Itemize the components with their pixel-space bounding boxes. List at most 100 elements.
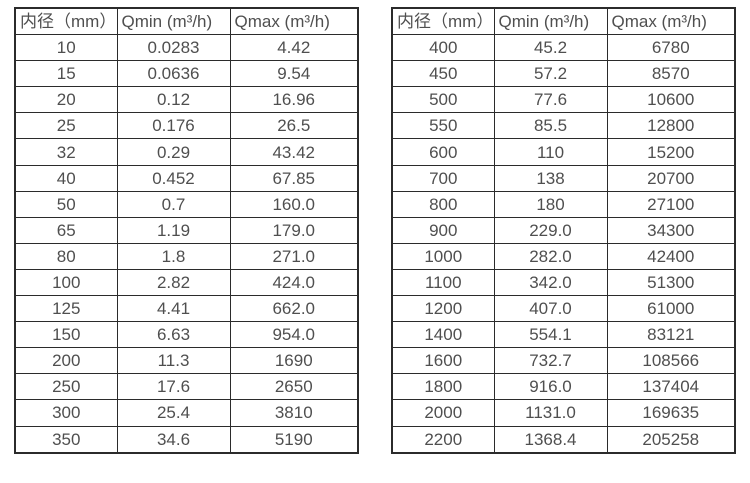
cell-qmin: 77.6 [493,86,608,114]
cell-qmin: 45.2 [493,34,608,62]
cell-qmax: 67.85 [229,164,359,192]
table-row: 900 229.0 34300 [391,216,736,244]
cell-diameter: 1600 [391,347,495,375]
table-row: 1000 282.0 42400 [391,242,736,270]
cell-diameter: 125 [14,295,118,323]
cell-diameter: 450 [391,60,495,88]
table-row: 600 110 15200 [391,138,736,166]
cell-qmax: 61000 [606,295,736,323]
cell-diameter: 700 [391,164,495,192]
cell-qmax: 20700 [606,164,736,192]
cell-qmin: 11.3 [116,347,231,375]
table-row: 1600 732.7 108566 [391,347,736,375]
cell-qmin: 57.2 [493,60,608,88]
header-qmin: Qmin (m³/h) [493,7,608,36]
cell-diameter: 550 [391,112,495,140]
cell-diameter: 250 [14,373,118,401]
table-row: 65 1.19 179.0 [14,216,359,244]
table-header-row: 内径（mm） Qmin (m³/h) Qmax (m³/h) [14,7,359,36]
table-row: 500 77.6 10600 [391,86,736,114]
flow-table-large-diameters: 内径（mm） Qmin (m³/h) Qmax (m³/h) 400 45.2 67… [391,7,736,454]
cell-qmax: 9.54 [229,60,359,88]
cell-qmin: 0.12 [116,86,231,114]
cell-qmax: 424.0 [229,268,359,297]
cell-qmin: 554.1 [493,321,608,349]
cell-qmax: 1690 [229,347,359,375]
cell-diameter: 65 [14,216,118,244]
cell-qmax: 15200 [606,138,736,166]
table-row: 200 11.3 1690 [14,347,359,375]
cell-qmax: 4.42 [229,34,359,62]
cell-qmin: 180 [493,190,608,218]
table-row: 2000 1131.0 169635 [391,399,736,427]
cell-qmax: 8570 [606,60,736,88]
cell-qmax: 12800 [606,112,736,140]
cell-diameter: 25 [14,112,118,140]
cell-qmax: 43.42 [229,138,359,166]
cell-diameter: 32 [14,138,118,166]
table-row: 300 25.4 3810 [14,399,359,427]
table-row: 2200 1368.4 205258 [391,425,736,454]
cell-qmin: 6.63 [116,321,231,349]
cell-diameter: 1200 [391,295,495,323]
cell-qmin: 17.6 [116,373,231,401]
cell-diameter: 80 [14,242,118,270]
cell-qmax: 108566 [606,347,736,375]
cell-diameter: 350 [14,425,118,454]
cell-diameter: 1000 [391,242,495,270]
cell-diameter: 100 [14,268,118,297]
cell-qmin: 1368.4 [493,425,608,454]
table-row: 350 34.6 5190 [14,425,359,454]
table-row: 1200 407.0 61000 [391,295,736,323]
cell-qmin: 34.6 [116,425,231,454]
cell-qmax: 271.0 [229,242,359,270]
cell-diameter: 200 [14,347,118,375]
cell-qmin: 0.29 [116,138,231,166]
table-row: 10 0.0283 4.42 [14,34,359,62]
table-row: 400 45.2 6780 [391,34,736,62]
cell-qmax: 160.0 [229,190,359,218]
cell-qmin: 138 [493,164,608,192]
cell-diameter: 1100 [391,268,495,297]
cell-qmax: 2650 [229,373,359,401]
cell-qmax: 26.5 [229,112,359,140]
cell-qmin: 1.8 [116,242,231,270]
cell-qmin: 25.4 [116,399,231,427]
cell-qmax: 205258 [606,425,736,454]
cell-qmax: 662.0 [229,295,359,323]
cell-qmax: 10600 [606,86,736,114]
cell-qmin: 0.0636 [116,60,231,88]
cell-qmax: 34300 [606,216,736,244]
cell-qmin: 0.0283 [116,34,231,62]
table-row: 1100 342.0 51300 [391,268,736,297]
cell-qmax: 16.96 [229,86,359,114]
table-row: 150 6.63 954.0 [14,321,359,349]
cell-diameter: 900 [391,216,495,244]
header-qmax: Qmax (m³/h) [229,7,359,36]
cell-diameter: 300 [14,399,118,427]
cell-diameter: 10 [14,34,118,62]
cell-qmax: 954.0 [229,321,359,349]
cell-diameter: 150 [14,321,118,349]
cell-diameter: 20 [14,86,118,114]
cell-qmax: 51300 [606,268,736,297]
cell-qmin: 732.7 [493,347,608,375]
cell-qmax: 179.0 [229,216,359,244]
cell-qmin: 916.0 [493,373,608,401]
cell-qmax: 169635 [606,399,736,427]
table-row: 15 0.0636 9.54 [14,60,359,88]
header-diameter: 内径（mm） [14,7,118,36]
table-row: 20 0.12 16.96 [14,86,359,114]
cell-qmin: 1131.0 [493,399,608,427]
cell-qmin: 2.82 [116,268,231,297]
cell-qmax: 83121 [606,321,736,349]
table-row: 125 4.41 662.0 [14,295,359,323]
cell-diameter: 2000 [391,399,495,427]
table-row: 450 57.2 8570 [391,60,736,88]
header-qmin: Qmin (m³/h) [116,7,231,36]
table-row: 700 138 20700 [391,164,736,192]
table-row: 50 0.7 160.0 [14,190,359,218]
cell-qmax: 3810 [229,399,359,427]
table-row: 32 0.29 43.42 [14,138,359,166]
